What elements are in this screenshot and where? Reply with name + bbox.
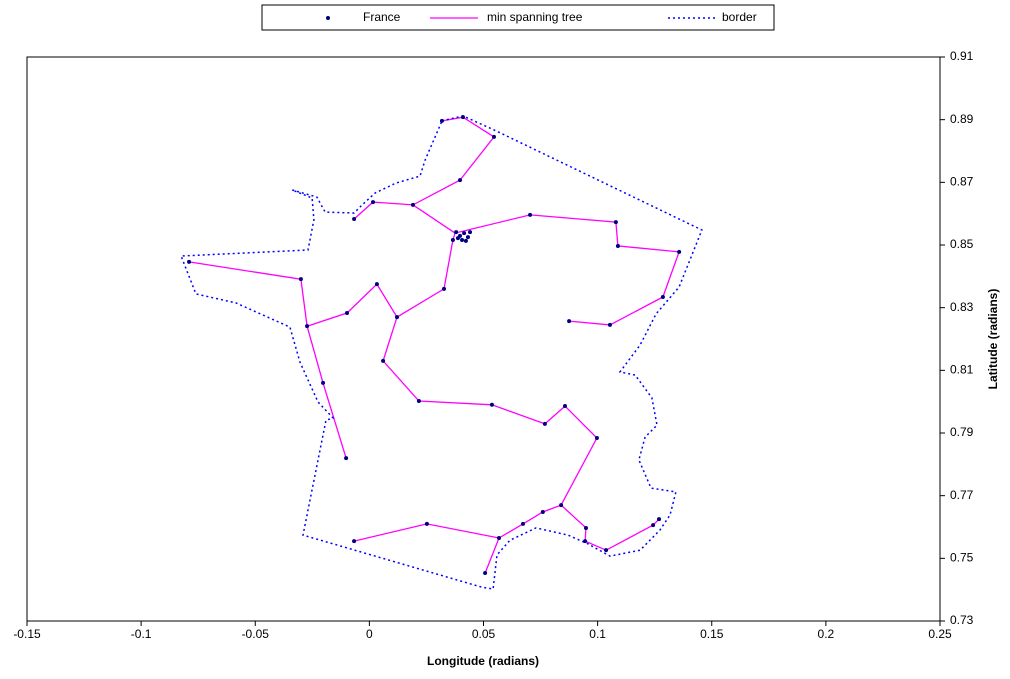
point — [583, 539, 588, 544]
x-tick-label: 0.05 — [472, 627, 496, 641]
point — [454, 230, 459, 235]
y-tick-label: 0.75 — [950, 551, 974, 565]
point — [321, 380, 326, 385]
legend-marker — [326, 16, 330, 20]
y-tick-label: 0.87 — [950, 175, 974, 189]
point — [677, 249, 682, 254]
point — [374, 282, 379, 287]
point — [298, 277, 303, 282]
point — [567, 319, 572, 324]
point — [410, 202, 415, 207]
point — [305, 324, 310, 329]
point — [607, 322, 612, 327]
point — [463, 238, 468, 243]
y-tick-label: 0.79 — [950, 425, 974, 439]
point — [520, 521, 525, 526]
y-tick-label: 0.85 — [950, 237, 974, 251]
point — [583, 525, 588, 530]
x-tick-label: 0.15 — [700, 627, 724, 641]
point — [345, 310, 350, 315]
point — [562, 404, 567, 409]
point — [540, 509, 545, 514]
y-tick-label: 0.77 — [950, 488, 974, 502]
point — [460, 115, 465, 120]
border-line — [180, 115, 703, 590]
point — [187, 259, 192, 264]
point — [660, 295, 665, 300]
point — [613, 220, 618, 225]
point — [594, 436, 599, 441]
point — [450, 237, 455, 242]
point — [483, 571, 488, 576]
point — [468, 230, 473, 235]
point — [381, 358, 386, 363]
plot-frame — [26, 56, 941, 622]
y-tick-label: 0.89 — [950, 112, 974, 126]
x-tick-label: -0.05 — [242, 627, 270, 641]
point — [394, 315, 399, 320]
point — [489, 402, 494, 407]
point — [465, 235, 470, 240]
point — [460, 237, 465, 242]
point — [657, 517, 662, 522]
x-tick-label: 0 — [366, 627, 373, 641]
y-tick-label: 0.83 — [950, 300, 974, 314]
series-line — [189, 116, 680, 574]
point — [604, 548, 609, 553]
point — [497, 535, 502, 540]
point — [651, 523, 656, 528]
legend-label: min spanning tree — [487, 10, 583, 24]
point — [528, 212, 533, 217]
point — [424, 521, 429, 526]
x-tick-label: -0.15 — [13, 627, 41, 641]
point — [352, 216, 357, 221]
point — [455, 236, 460, 241]
x-tick-label: 0.25 — [928, 627, 952, 641]
x-tick-label: 0.2 — [818, 627, 835, 641]
point — [542, 421, 547, 426]
point — [491, 134, 496, 139]
x-axis-title: Longitude (radians) — [427, 654, 539, 668]
legend-label: border — [722, 10, 757, 24]
y-tick-label: 0.91 — [950, 49, 974, 63]
point — [416, 399, 421, 404]
legend-label: France — [363, 10, 401, 24]
point — [344, 456, 349, 461]
y-axis-title: Latitude (radians) — [986, 289, 1000, 390]
point — [457, 178, 462, 183]
x-tick-label: 0.1 — [589, 627, 606, 641]
point — [352, 539, 357, 544]
point — [559, 503, 564, 508]
point — [462, 231, 467, 236]
point — [439, 118, 444, 123]
y-tick-label: 0.73 — [950, 613, 974, 627]
point — [615, 243, 620, 248]
point — [442, 286, 447, 291]
y-tick-label: 0.81 — [950, 363, 974, 377]
point — [371, 200, 376, 205]
x-tick-label: -0.1 — [131, 627, 152, 641]
